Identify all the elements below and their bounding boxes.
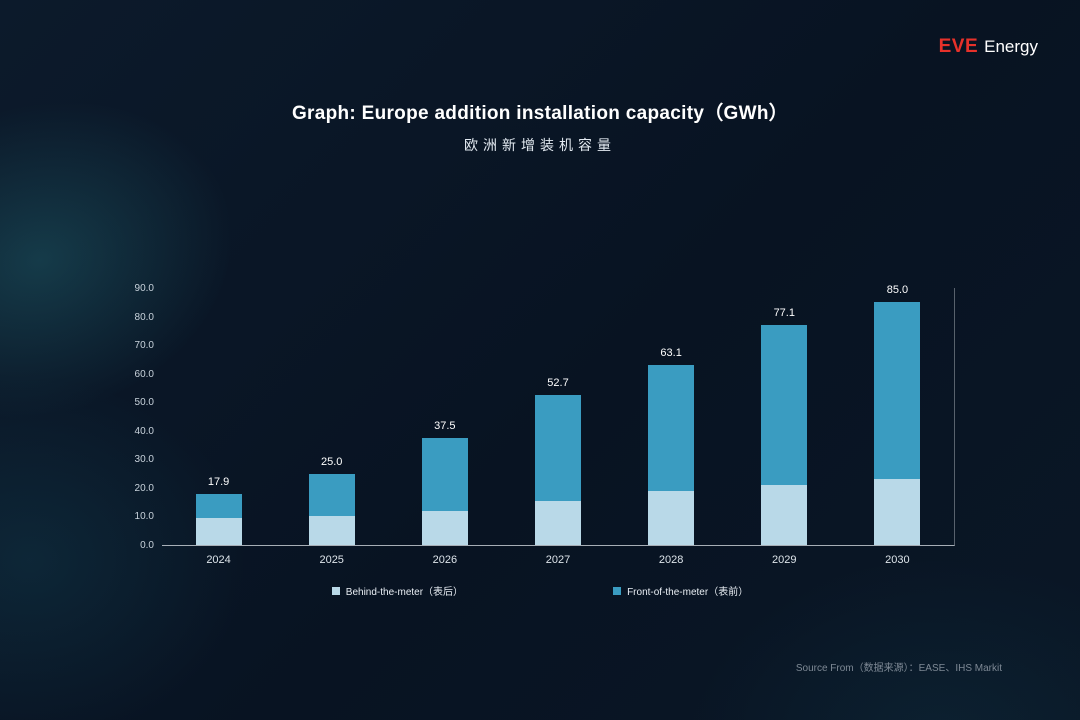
- bar-2025: 25.0 2025: [308, 456, 355, 566]
- y-axis: 0.0 10.0 20.0 30.0 40.0 50.0 60.0 70.0 80.0 90.0: [120, 283, 154, 551]
- bar-total-label: 77.1: [773, 306, 795, 319]
- segment-front-of-the-meter: [195, 493, 242, 518]
- bar-2027: 52.7 2027: [535, 377, 581, 566]
- y-tick-label: 0.0: [140, 540, 154, 551]
- legend-item-behind-the-meter: Behind-the-meter（表后）: [331, 583, 464, 598]
- bar-2024: 17.9 2024: [195, 476, 242, 566]
- y-tick-label: 20.0: [134, 482, 154, 494]
- bar-total-label: 52.7: [547, 376, 569, 389]
- segment-behind-the-meter: [535, 500, 581, 545]
- x-axis-label: 2025: [319, 554, 344, 566]
- bar-2029: 77.1 2029: [761, 307, 808, 566]
- y-tick-label: 50.0: [134, 397, 154, 409]
- legend: Behind-the-meter（表后） Front-of-the-meter（…: [0, 583, 1080, 598]
- y-tick-label: 60.0: [134, 368, 154, 380]
- y-tick-label: 80.0: [134, 311, 154, 323]
- bar-chart: 0.0 10.0 20.0 30.0 40.0 50.0 60.0 70.0 80.0 90.0 …: [120, 283, 955, 566]
- segment-behind-the-meter: [421, 510, 468, 545]
- x-axis-label: 2026: [432, 554, 458, 566]
- legend-label-front-of-the-meter: Front-of-the-meter（表前）: [627, 587, 749, 598]
- y-tick-label: 30.0: [134, 454, 154, 466]
- legend-label-behind-the-meter: Behind-the-meter（表后）: [345, 587, 464, 598]
- segment-behind-the-meter: [195, 517, 242, 545]
- page-subtitle: 欧洲新增装机容量: [464, 137, 616, 153]
- x-axis-label: 2024: [206, 554, 231, 566]
- plot-area: 17.9 2024 25.0 2025 37.5 2026 52.7 2027 63.1 2028…: [162, 284, 955, 566]
- segment-front-of-the-meter: [421, 437, 468, 511]
- source-note: Source From（数据来源）：EASE、IHS Markit: [795, 663, 1002, 674]
- bar-total-label: 37.5: [434, 419, 456, 432]
- x-axis-label: 2030: [885, 554, 910, 566]
- segment-front-of-the-meter: [648, 364, 695, 491]
- legend-swatch-behind-the-meter: [331, 586, 340, 595]
- page-title: Graph: Europe addition installation capa…: [291, 103, 789, 124]
- bar-2028: 63.1 2028: [648, 347, 695, 566]
- bar-total-label: 63.1: [660, 346, 682, 359]
- segment-front-of-the-meter: [535, 394, 581, 501]
- eve-energy-logo: EVE Energy: [939, 36, 1038, 58]
- segment-behind-the-meter: [761, 485, 808, 545]
- y-tick-label: 70.0: [134, 340, 154, 352]
- y-tick-label: 90.0: [134, 283, 154, 294]
- x-axis-label: 2029: [772, 554, 797, 566]
- x-axis-label: 2028: [658, 554, 684, 566]
- segment-front-of-the-meter: [308, 473, 355, 517]
- segment-front-of-the-meter: [761, 324, 808, 486]
- segment-front-of-the-meter: [874, 302, 921, 480]
- bar-total-label: 17.9: [207, 475, 230, 488]
- segment-behind-the-meter: [874, 479, 921, 545]
- bar-2030: 85.0 2030: [874, 284, 921, 566]
- logo-brand-text: EVE: [938, 36, 979, 57]
- segment-behind-the-meter: [308, 516, 355, 545]
- logo-suffix-text: Energy: [984, 37, 1038, 56]
- bar-2026: 37.5 2026: [421, 420, 468, 566]
- legend-item-front-of-the-meter: Front-of-the-meter（表前）: [613, 583, 748, 598]
- legend-swatch-front-of-the-meter: [613, 586, 622, 595]
- bar-total-label: 85.0: [886, 284, 909, 297]
- y-tick-label: 10.0: [134, 511, 154, 523]
- segment-behind-the-meter: [648, 490, 695, 545]
- y-tick-label: 40.0: [134, 425, 154, 437]
- x-axis-label: 2027: [545, 554, 571, 566]
- bar-total-label: 25.0: [320, 455, 343, 468]
